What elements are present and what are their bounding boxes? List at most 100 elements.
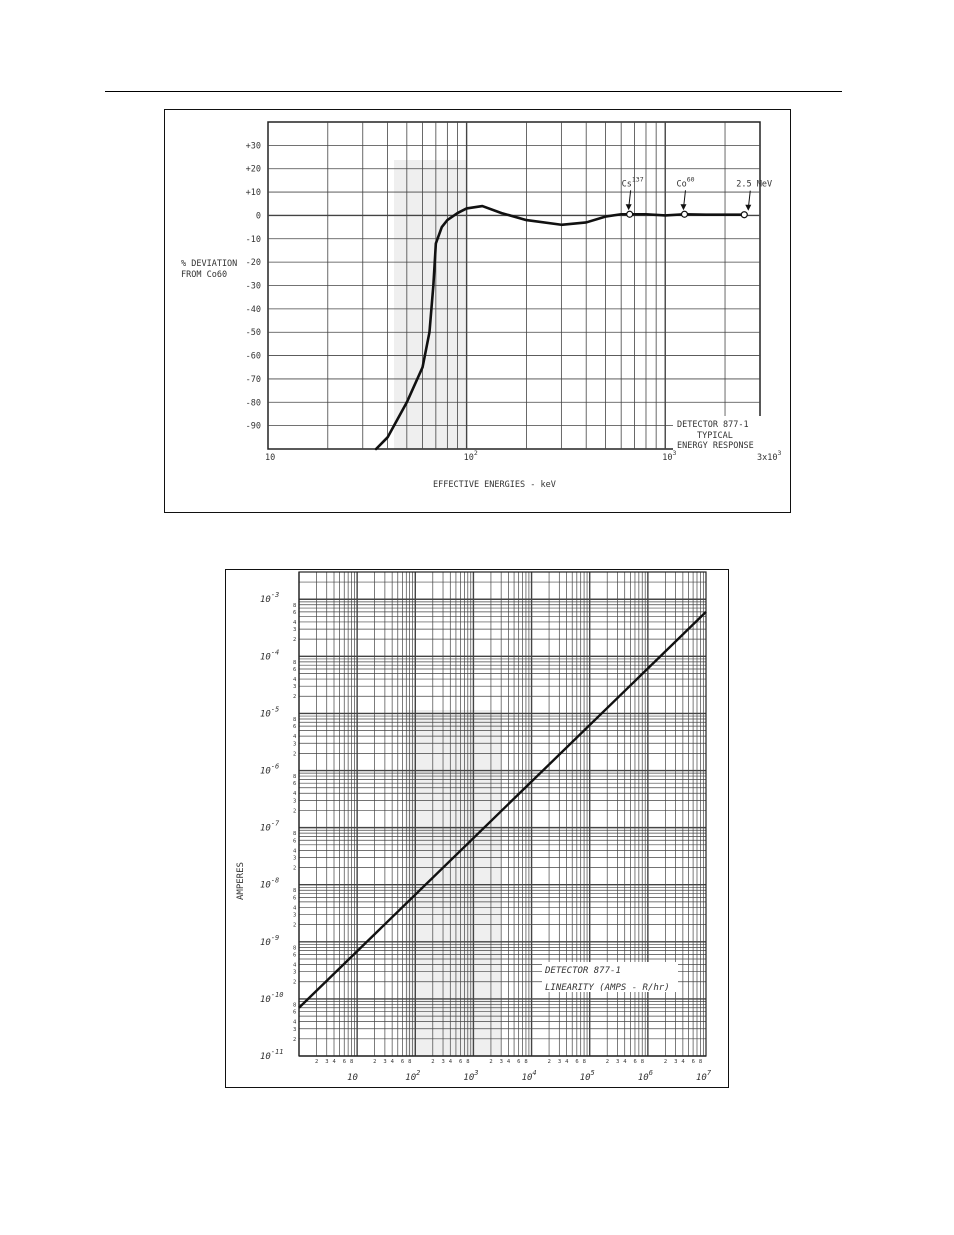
y-tick-label: 10-10 xyxy=(260,991,284,1005)
linearity-minor-tick-labels: 2 3 4 6 8 2 3 4 6 8 2 3 4 6 8 2 3 4 6 8 2 3 4 6 8 2 3 4 6 8 2 3 4 6 823468… xyxy=(293,603,702,1065)
x-minor-tick-label: 4 xyxy=(333,1059,337,1065)
y-tick-label: -40 xyxy=(246,305,261,315)
y-tick-label: -80 xyxy=(246,398,261,408)
y-minor-tick-label: 4 xyxy=(293,677,297,683)
y-minor-tick-label: 2 xyxy=(293,866,296,872)
linearity-x-tick-labels: 10 102 103 104 105 106 107 xyxy=(347,1069,712,1083)
x-minor-tick-label: 2 xyxy=(489,1059,492,1065)
x-minor-tick-label: 6 xyxy=(517,1059,520,1065)
y-tick-label: +30 xyxy=(246,141,261,151)
x-minor-tick-label: 3 xyxy=(674,1059,677,1065)
page-header-rule xyxy=(105,91,842,92)
y-minor-tick-label: 2 xyxy=(293,923,296,929)
x-minor-tick-label: 6 xyxy=(575,1059,578,1065)
marker-arrowhead xyxy=(680,204,687,211)
x-minor-tick-label: 8 xyxy=(408,1059,411,1065)
y-minor-tick-label: 8 xyxy=(293,660,296,666)
x-minor-tick-label: 6 xyxy=(343,1059,346,1065)
x-minor-tick-label: 2 xyxy=(548,1059,551,1065)
x-tick-label: 106 xyxy=(638,1069,653,1083)
marker-circle xyxy=(740,211,748,219)
x-minor-tick-label: 2 xyxy=(606,1059,609,1065)
x-minor-tick-label: 6 xyxy=(692,1059,695,1065)
scan-shading xyxy=(394,160,466,449)
x-minor-tick-label: 8 xyxy=(583,1059,586,1065)
linearity-plot: 10-3 10-4 10-5 10-6 10-7 10-8 10-9 10-10 10-11 1… xyxy=(236,571,712,1083)
y-minor-tick-label: 8 xyxy=(293,945,296,951)
linearity-title-line1: DETECTOR 877-1 xyxy=(544,966,621,976)
energy-response-title-line3: ENERGY RESPONSE xyxy=(677,441,754,451)
marker-circle xyxy=(626,210,634,218)
y-minor-tick-label: 4 xyxy=(293,791,297,797)
y-tick-label: -60 xyxy=(246,352,261,362)
energy-response-markers: Cs137 Co60 2.5 MeV xyxy=(622,175,772,219)
marker-label: 2.5 MeV xyxy=(736,180,772,190)
y-tick-label: 10-6 xyxy=(260,763,279,777)
y-tick-label: -10 xyxy=(246,235,261,245)
y-minor-tick-label: 8 xyxy=(293,603,296,609)
x-minor-tick-label: 8 xyxy=(641,1059,644,1065)
y-minor-tick-label: 3 xyxy=(293,970,296,976)
y-tick-label: 10-5 xyxy=(260,705,279,719)
y-minor-tick-label: 3 xyxy=(293,1027,296,1033)
x-minor-tick-label: 4 xyxy=(565,1059,569,1065)
marker-arrowhead xyxy=(745,204,752,211)
x-minor-tick-label: 2 xyxy=(664,1059,667,1065)
x-minor-tick-label: 6 xyxy=(459,1059,462,1065)
x-minor-tick-label: 4 xyxy=(391,1059,395,1065)
y-minor-tick-label: 3 xyxy=(293,741,296,747)
x-minor-tick-label: 4 xyxy=(623,1059,627,1065)
y-minor-tick-label: 6 xyxy=(293,610,296,616)
y-minor-tick-label: 6 xyxy=(293,952,296,958)
linearity-title-line2: LINEARITY (AMPS - R/hr) xyxy=(545,983,670,993)
plot-frame xyxy=(298,571,707,1057)
x-minor-tick-label: 3 xyxy=(616,1059,619,1065)
energy-response-xlabel: EFFECTIVE ENERGIES - keV xyxy=(433,480,556,490)
x-minor-tick-label: 3 xyxy=(442,1059,445,1065)
x-minor-tick-label: 8 xyxy=(350,1059,353,1065)
marker-label: Co60 xyxy=(676,175,694,189)
y-tick-label: 10-7 xyxy=(260,820,280,834)
y-minor-tick-label: 8 xyxy=(293,888,296,894)
x-minor-tick-label: 2 xyxy=(373,1059,376,1065)
y-tick-label: +20 xyxy=(246,165,261,175)
y-minor-tick-label: 6 xyxy=(293,838,296,844)
x-tick-label: 105 xyxy=(580,1069,595,1083)
x-tick-label: 102 xyxy=(464,449,478,463)
y-minor-tick-label: 6 xyxy=(293,667,296,673)
x-tick-label: 104 xyxy=(522,1069,537,1083)
y-tick-label: 10-11 xyxy=(260,1048,284,1062)
y-minor-tick-label: 6 xyxy=(293,781,296,787)
y-minor-tick-label: 8 xyxy=(293,774,296,780)
linearity-grid xyxy=(298,571,707,1057)
energy-response-x-tick-labels: 10 102 103 3x103 xyxy=(265,449,781,463)
y-minor-tick-label: 3 xyxy=(293,684,296,690)
linearity-line-group xyxy=(298,611,707,1009)
y-tick-label: 0 xyxy=(256,211,261,221)
energy-response-curve xyxy=(374,204,746,451)
x-tick-label: 10 xyxy=(265,453,275,463)
y-minor-tick-label: 4 xyxy=(293,1020,297,1026)
x-tick-label: 107 xyxy=(696,1069,712,1083)
y-minor-tick-label: 6 xyxy=(293,895,296,901)
y-minor-tick-label: 6 xyxy=(293,1010,296,1016)
y-minor-tick-label: 4 xyxy=(293,905,297,911)
linearity-ylabel: AMPERES xyxy=(236,862,246,900)
y-tick-label: 10-8 xyxy=(260,877,279,891)
y-minor-tick-label: 2 xyxy=(293,694,296,700)
energy-response-title-box xyxy=(673,416,777,450)
x-tick-label: 10 xyxy=(347,1073,358,1083)
x-minor-tick-label: 2 xyxy=(431,1059,434,1065)
energy-response-ylabel-line2: FROM Co60 xyxy=(181,270,227,280)
x-tick-label: 3x103 xyxy=(757,449,781,463)
x-tick-label: 103 xyxy=(463,1069,478,1083)
marker-circle xyxy=(680,210,689,218)
x-minor-tick-label: 6 xyxy=(633,1059,636,1065)
y-minor-tick-label: 4 xyxy=(293,963,297,969)
marker-label: Cs137 xyxy=(622,175,644,189)
energy-response-title-line2: TYPICAL xyxy=(697,431,733,441)
energy-response-curve-group xyxy=(374,204,746,451)
x-minor-tick-label: 3 xyxy=(558,1059,561,1065)
y-tick-label: 10-3 xyxy=(260,591,279,605)
y-tick-label: -30 xyxy=(246,282,261,292)
